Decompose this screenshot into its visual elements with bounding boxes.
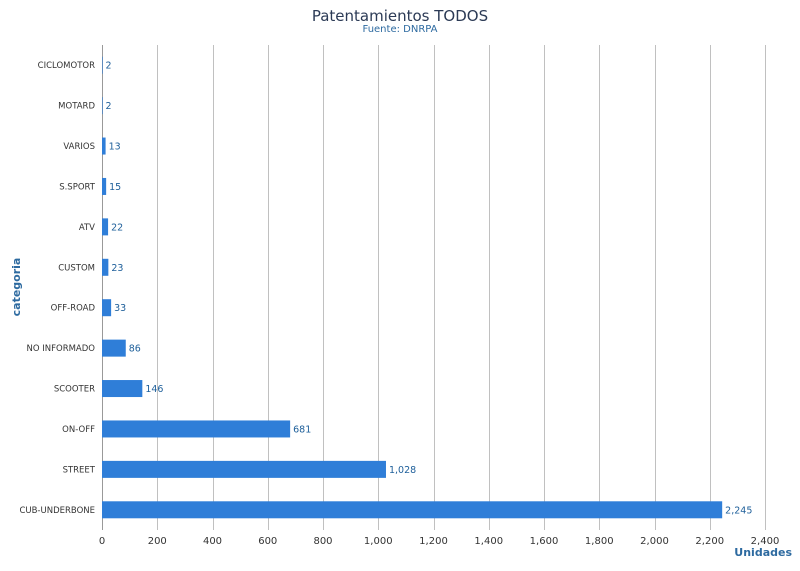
x-tick-label: 2,200 <box>695 536 724 547</box>
category-label: OFF-ROAD <box>51 304 96 314</box>
x-tick-label: 1,800 <box>585 536 614 547</box>
bar <box>102 258 109 276</box>
grid-lines <box>102 45 766 530</box>
x-tick-label: 600 <box>258 536 277 547</box>
category-label: VARIOS <box>63 142 95 152</box>
bars <box>102 56 723 519</box>
category-label: MOTARD <box>58 102 95 112</box>
category-label: STREET <box>63 465 96 475</box>
bar <box>102 56 103 74</box>
category-label: ON-OFF <box>62 425 95 435</box>
data-label: 1,028 <box>389 465 416 476</box>
x-tick-labels: 0 200 400 600 800 1,000 1,200 1,400 1,600 1,800 2,… <box>99 536 780 547</box>
x-tick-label: 2,400 <box>751 536 780 547</box>
bar <box>102 460 386 478</box>
category-label: ATV <box>79 223 95 233</box>
data-label: 2 <box>106 101 112 112</box>
chart-subtitle: Fuente: DNRPA <box>362 24 438 35</box>
bar <box>102 380 143 398</box>
category-label: S.SPORT <box>59 182 96 192</box>
category-label: CICLOMOTOR <box>38 61 95 71</box>
x-tick-label: 1,000 <box>364 536 393 547</box>
data-label: 681 <box>293 424 311 435</box>
data-label: 2 <box>106 61 112 72</box>
bar <box>102 339 126 357</box>
x-tick-label: 2,000 <box>640 536 669 547</box>
x-tick-label: 1,400 <box>474 536 503 547</box>
chart-title: Patentamientos TODOS <box>311 7 489 25</box>
category-label: NO INFORMADO <box>27 344 96 354</box>
category-labels: CICLOMOTOR MOTARD VARIOS S.SPORT ATV CUSTOM OF… <box>19 61 95 516</box>
y-axis-title: categoria <box>10 258 23 317</box>
x-tick-label: 800 <box>313 536 332 547</box>
bar <box>102 177 107 195</box>
category-label: SCOOTER <box>54 385 95 395</box>
bar <box>102 299 112 317</box>
x-tick-label: 1,600 <box>530 536 559 547</box>
bar <box>102 501 723 519</box>
bar <box>102 218 109 236</box>
data-label: 146 <box>145 384 163 395</box>
x-tick-label: 0 <box>99 536 105 547</box>
data-label: 13 <box>109 142 121 153</box>
x-tick-label: 1,200 <box>419 536 448 547</box>
data-label: 86 <box>129 344 141 355</box>
data-label: 15 <box>109 182 121 193</box>
x-axis-title: Unidades <box>734 546 792 559</box>
data-label: 33 <box>114 303 126 314</box>
bar <box>102 137 106 155</box>
category-label: CUB-UNDERBONE <box>19 506 95 516</box>
bar <box>102 420 291 438</box>
bar <box>102 97 103 115</box>
data-label: 2,245 <box>725 505 752 516</box>
data-label: 22 <box>111 222 123 233</box>
data-label: 23 <box>111 263 123 274</box>
category-label: CUSTOM <box>58 263 95 273</box>
x-tick-label: 400 <box>203 536 222 547</box>
x-tick-label: 200 <box>148 536 167 547</box>
